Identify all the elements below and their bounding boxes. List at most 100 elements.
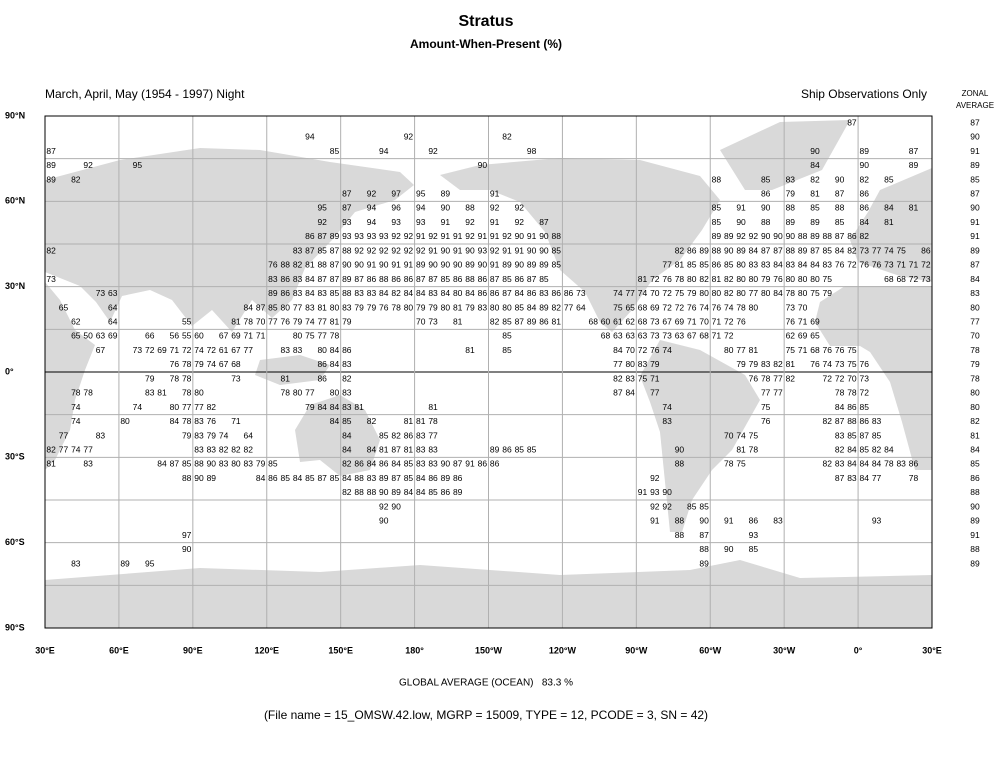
cell-value: 86 (502, 444, 512, 454)
cell-value: 86 (749, 516, 759, 526)
cell-value: 81 (453, 316, 463, 326)
cell-value: 82 (823, 459, 833, 469)
cell-value: 75 (749, 430, 759, 440)
cell-value: 81 (354, 402, 364, 412)
cell-value: 86 (860, 203, 870, 213)
cell-value: 84 (293, 473, 303, 483)
cell-value: 67 (96, 345, 106, 355)
cell-value: 72 (638, 345, 648, 355)
cell-value: 82 (244, 444, 254, 454)
cell-value: 88 (354, 473, 364, 483)
y-tick-label: 0° (5, 366, 14, 376)
cell-value: 90 (699, 516, 709, 526)
cell-value: 89 (416, 260, 426, 270)
cell-value: 89 (527, 260, 537, 270)
cell-value: 85 (502, 331, 512, 341)
cell-value: 85 (810, 203, 820, 213)
cell-value: 89 (441, 473, 451, 483)
cell-value: 85 (342, 416, 352, 426)
cell-value: 86 (847, 402, 857, 412)
cell-value: 79 (182, 430, 192, 440)
cell-value: 86 (527, 288, 537, 298)
y-tick-label: 90°N (5, 110, 25, 120)
cell-value: 86 (305, 231, 315, 241)
cell-value: 83 (539, 288, 549, 298)
cell-value: 91 (441, 217, 451, 227)
cell-value: 84 (404, 487, 414, 497)
cell-value: 81 (379, 444, 389, 454)
cell-value: 71 (231, 416, 241, 426)
cell-value: 87 (909, 146, 919, 156)
zonal-average: 80 (970, 388, 980, 398)
cell-value: 74 (219, 430, 229, 440)
cell-value: 85 (428, 487, 438, 497)
cell-value: 77 (317, 316, 327, 326)
cell-value: 55 (182, 316, 192, 326)
cell-value: 63 (625, 331, 635, 341)
cell-value: 82 (46, 444, 56, 454)
cell-value: 92 (391, 231, 401, 241)
cell-value: 92 (428, 146, 438, 156)
cell-value: 77 (317, 331, 327, 341)
zonal-average: 91 (970, 530, 980, 540)
cell-value: 81 (157, 388, 167, 398)
zonal-average: 90 (970, 203, 980, 213)
cell-value: 88 (367, 487, 377, 497)
cell-value: 77 (293, 302, 303, 312)
cell-value: 84 (342, 444, 352, 454)
zonal-average: 87 (970, 188, 980, 198)
cell-value: 93 (342, 217, 352, 227)
cell-value: 84 (847, 459, 857, 469)
cell-value: 94 (379, 146, 389, 156)
cell-value: 81 (404, 416, 414, 426)
cell-value: 71 (170, 345, 180, 355)
cell-value: 87 (305, 245, 315, 255)
cell-value: 83 (293, 288, 303, 298)
cell-value: 81 (749, 345, 759, 355)
cell-value: 71 (798, 316, 808, 326)
cell-value: 88 (342, 245, 352, 255)
cell-value: 92 (317, 217, 327, 227)
cell-value: 91 (490, 188, 500, 198)
cell-value: 77 (83, 444, 93, 454)
cell-value: 86 (453, 473, 463, 483)
cell-value: 82 (847, 245, 857, 255)
cell-value: 72 (823, 373, 833, 383)
cell-value: 82 (231, 444, 241, 454)
cell-value: 89 (539, 302, 549, 312)
cell-value: 72 (847, 260, 857, 270)
cell-value: 82 (219, 444, 229, 454)
cell-value: 92 (354, 245, 364, 255)
cell-value: 77 (773, 373, 783, 383)
cell-value: 80 (810, 274, 820, 284)
cell-value: 84 (404, 288, 414, 298)
cell-value: 85 (404, 473, 414, 483)
cell-value: 86 (367, 274, 377, 284)
cell-value: 85 (699, 501, 709, 511)
cell-value: 85 (687, 501, 697, 511)
cell-value: 85 (502, 316, 512, 326)
cell-value: 86 (478, 274, 488, 284)
cell-value: 83 (428, 444, 438, 454)
cell-value: 85 (712, 203, 722, 213)
cell-value: 76 (872, 260, 882, 270)
cell-value: 83 (194, 430, 204, 440)
cell-value: 86 (404, 274, 414, 284)
y-tick-label: 30°N (5, 281, 25, 291)
cell-value: 78 (83, 388, 93, 398)
cell-value: 89 (330, 231, 340, 241)
cell-value: 90 (354, 260, 364, 270)
cell-value: 68 (231, 359, 241, 369)
cell-value: 63 (613, 331, 623, 341)
cell-value: 91 (391, 260, 401, 270)
cell-value: 83 (305, 302, 315, 312)
cell-value: 85 (687, 260, 697, 270)
cell-value: 63 (675, 331, 685, 341)
period-label: March, April, May (1954 - 1997) Night (45, 87, 245, 101)
cell-value: 87 (330, 274, 340, 284)
cell-value: 69 (798, 331, 808, 341)
cell-value: 82 (810, 174, 820, 184)
cell-value: 87 (502, 288, 512, 298)
cell-value: 84 (884, 444, 894, 454)
